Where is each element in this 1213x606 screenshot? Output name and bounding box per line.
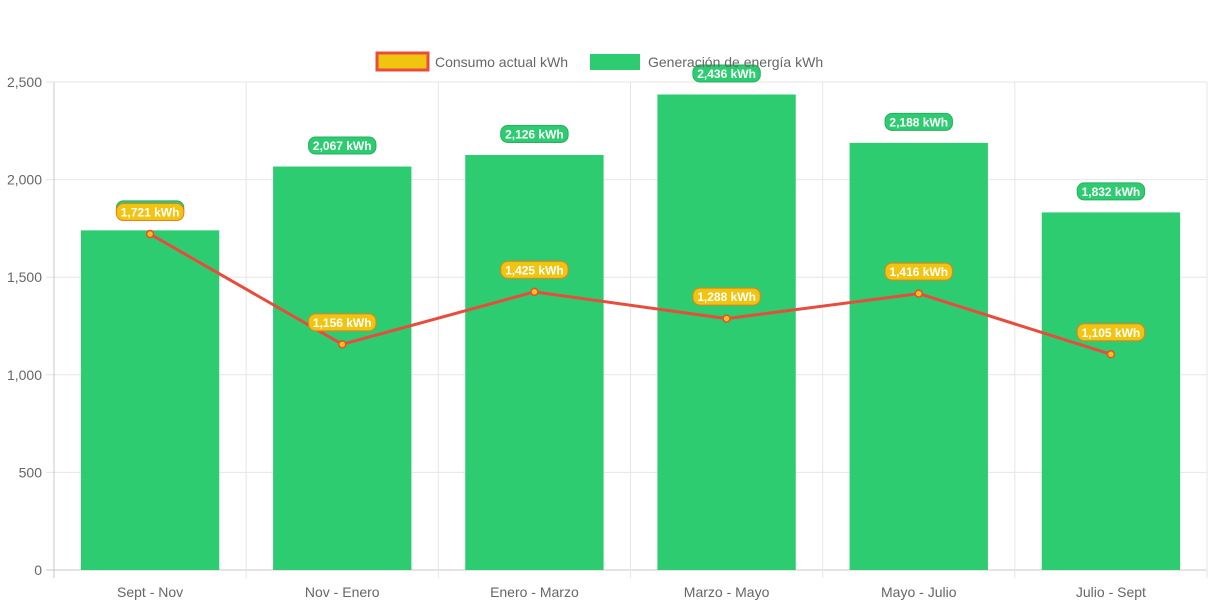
bar-value-label-bg	[1076, 182, 1146, 201]
x-tick-label: Nov - Enero	[305, 584, 380, 600]
x-tick-label: Enero - Marzo	[490, 584, 579, 600]
bar-value-label-bg	[500, 125, 569, 144]
y-tick-label: 2,000	[7, 172, 42, 188]
line-value-label: 1,721 kWh	[121, 206, 180, 220]
line-value-label-bg	[884, 262, 953, 281]
line-value-label: 1,105 kWh	[1082, 326, 1141, 340]
y-axis: 0 500 1,000 1,500 2,000 2,500	[7, 74, 42, 578]
y-tick-label: 500	[19, 464, 43, 480]
grid	[46, 81, 1208, 578]
bar	[849, 142, 988, 570]
line-value-label-bg	[308, 313, 377, 332]
bar	[80, 230, 220, 571]
line-value-label-bg	[692, 287, 761, 306]
bar	[465, 155, 604, 570]
y-tick-label: 1,000	[7, 367, 42, 383]
line-point	[530, 287, 539, 297]
bar-value-label: 1,832 kWh	[1082, 185, 1141, 199]
line-value-label-bg	[115, 203, 185, 222]
bar-value-label: 2,188 kWh	[889, 115, 948, 129]
legend-swatch-consumo	[375, 51, 430, 72]
line-point	[914, 289, 923, 298]
legend-label-consumo: Consumo actual kWh	[435, 54, 568, 70]
bar-value-label: 2,436 kWh	[697, 67, 756, 81]
bar-value-label: 2,126 kWh	[505, 128, 564, 142]
bar-value-label: 2,067 kWh	[313, 139, 372, 153]
legend-item-generacion[interactable]: Generación de energía kWh	[590, 54, 823, 70]
line-value-label: 1,425 kWh	[505, 263, 564, 277]
line-point	[722, 314, 731, 323]
y-tick-label: 2,500	[7, 74, 42, 90]
legend-swatch-generacion	[590, 54, 640, 70]
line-point	[338, 340, 347, 349]
bar	[657, 94, 796, 570]
bar	[273, 166, 412, 570]
legend-label-generacion: Generación de energía kWh	[648, 54, 823, 70]
line-point	[145, 229, 155, 239]
y-tick-label: 0	[34, 562, 42, 578]
line-value-label-bg	[500, 260, 569, 279]
bar-value-label-bg	[308, 136, 377, 155]
bar-series	[80, 94, 1181, 571]
legend: Consumo actual kWh Generación de energía…	[375, 51, 823, 72]
bar-value-label-bg	[692, 64, 761, 83]
x-tick-label: Julio - Sept	[1076, 584, 1146, 600]
x-tick-label: Sept - Nov	[117, 584, 183, 600]
x-tick-label: Marzo - Mayo	[684, 584, 770, 600]
y-tick-label: 1,500	[7, 269, 42, 285]
line-value-label: 1,156 kWh	[313, 316, 372, 330]
bar-value-label-bg	[884, 112, 953, 131]
x-tick-label: Mayo - Julio	[881, 584, 957, 600]
bar	[1041, 212, 1181, 570]
x-axis: Sept - Nov Nov - Enero Enero - Marzo Marzo …	[117, 584, 1146, 600]
line-value-label-bg	[1076, 323, 1146, 342]
line-value-label: 1,416 kWh	[889, 265, 948, 279]
line-value-label: 1,288 kWh	[697, 290, 756, 304]
line-point	[1106, 350, 1116, 359]
legend-item-consumo[interactable]: Consumo actual kWh	[375, 51, 568, 72]
